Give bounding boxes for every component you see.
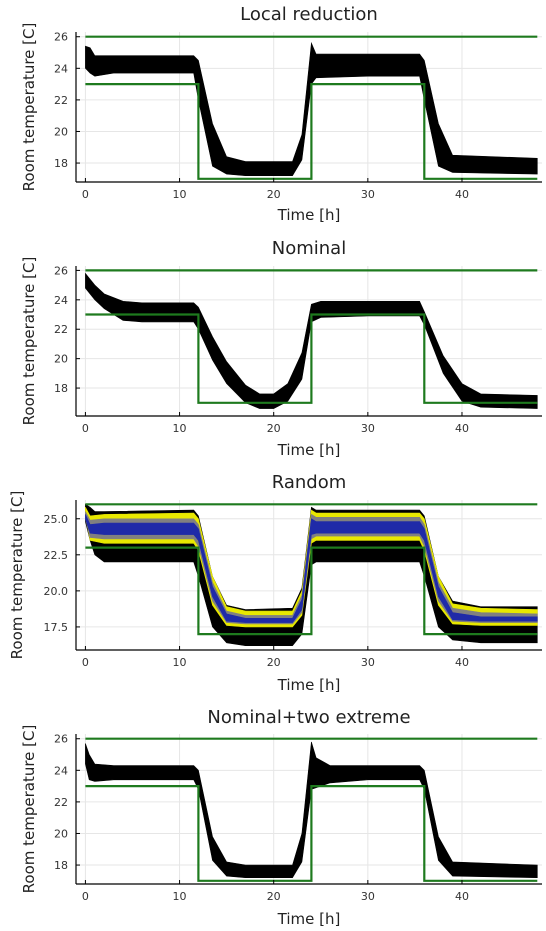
y-axis-label: Room temperature [C]	[8, 491, 26, 660]
y-axis-label: Room temperature [C]	[20, 257, 38, 426]
x-tick-label: 30	[361, 188, 375, 201]
chart-title: Random	[272, 472, 347, 493]
chart-title: Local reduction	[240, 4, 378, 25]
x-tick-label: 0	[82, 656, 89, 669]
x-tick-label: 0	[82, 422, 89, 435]
y-axis-label: Room temperature [C]	[20, 23, 38, 192]
x-axis-label: Time [h]	[277, 676, 341, 694]
y-tick-label: 22.5	[44, 549, 69, 562]
x-tick-label: 40	[455, 656, 469, 669]
y-tick-label: 22	[54, 94, 68, 107]
y-tick-label: 26	[54, 264, 68, 277]
y-axis-label: Room temperature [C]	[20, 725, 38, 894]
y-tick-label: 22	[54, 323, 68, 336]
plot-area	[85, 503, 538, 646]
y-tick-label: 24	[54, 62, 68, 75]
x-tick-label: 0	[82, 188, 89, 201]
lower-bound-line	[85, 546, 538, 636]
x-tick-label: 40	[455, 422, 469, 435]
chart-panel: 0 10 20 30 40 18 20 22 24 26 Nominal Time [h] Room t…	[20, 238, 542, 459]
y-tick-label: 18	[54, 859, 68, 872]
chart-panel: 0 10 20 30 40 17.5 20.0 22.5 25.0 Random Time [h] R…	[8, 472, 542, 694]
y-tick-label: 17.5	[44, 621, 69, 634]
x-tick-label: 20	[267, 188, 281, 201]
chart-title: Nominal	[272, 238, 346, 259]
y-tick-label: 18	[54, 157, 68, 170]
x-axis-label: Time [h]	[277, 910, 341, 928]
x-tick-label: 20	[267, 422, 281, 435]
x-tick-label: 10	[173, 656, 187, 669]
x-tick-label: 30	[361, 422, 375, 435]
trajectory-band	[85, 741, 538, 879]
x-tick-label: 30	[361, 890, 375, 903]
lower-bound-line	[85, 313, 538, 404]
x-tick-label: 10	[173, 890, 187, 903]
x-axis-label: Time [h]	[277, 441, 341, 459]
trajectory-band	[85, 41, 538, 176]
x-tick-label: 10	[173, 422, 187, 435]
x-axis-label: Time [h]	[277, 206, 341, 224]
x-tick-label: 30	[361, 656, 375, 669]
y-tick-label: 25.0	[44, 513, 69, 526]
x-tick-label: 10	[173, 188, 187, 201]
chart-panel: 0 10 20 30 40 18 20 22 24 26 Local reduction Time […	[20, 4, 542, 224]
lower-bound-line	[85, 82, 538, 180]
y-tick-label: 24	[54, 294, 68, 307]
trajectory-band	[85, 272, 538, 409]
y-tick-label: 22	[54, 796, 68, 809]
y-tick-label: 20.0	[44, 585, 69, 598]
plot-area	[85, 269, 538, 409]
plot-area	[85, 35, 538, 180]
y-tick-label: 20	[54, 827, 68, 840]
chart-title: Nominal+two extreme	[207, 707, 410, 728]
y-tick-label: 26	[54, 733, 68, 746]
y-tick-label: 26	[54, 31, 68, 44]
y-tick-label: 20	[54, 353, 68, 366]
x-tick-label: 40	[455, 890, 469, 903]
x-tick-label: 20	[267, 890, 281, 903]
lower-bound-line	[85, 784, 538, 882]
chart-panel: 0 10 20 30 40 18 20 22 24 26 Nominal+two extreme Ti…	[20, 707, 542, 928]
trajectory-band	[85, 514, 538, 623]
x-tick-label: 20	[267, 656, 281, 669]
y-tick-label: 24	[54, 764, 68, 777]
x-tick-label: 40	[455, 188, 469, 201]
y-tick-label: 18	[54, 382, 68, 395]
x-tick-label: 0	[82, 890, 89, 903]
y-tick-label: 20	[54, 125, 68, 138]
plot-area	[85, 737, 538, 882]
